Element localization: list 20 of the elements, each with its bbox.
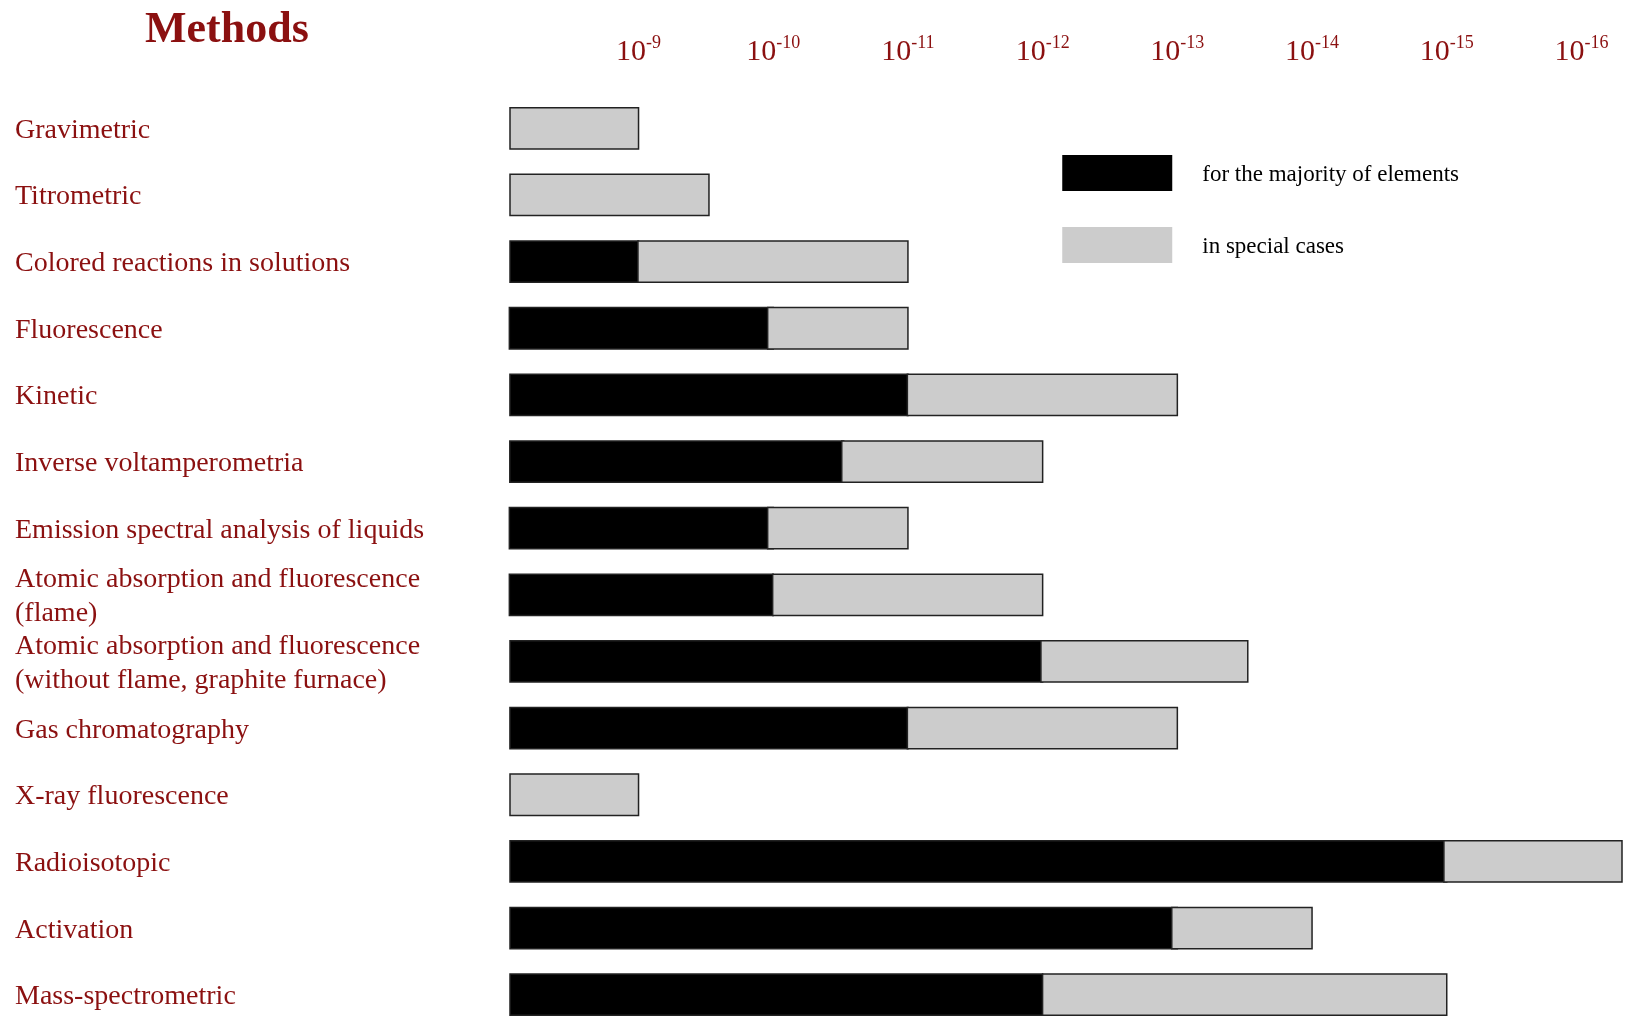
y-tick-label: Gravimetric xyxy=(15,112,151,144)
bar xyxy=(509,106,640,150)
y-tick-label: X-ray fluorescence xyxy=(15,779,229,811)
y-tick-label: Mass-spectrometric xyxy=(15,979,236,1011)
y-tick-label: Titrometric xyxy=(15,179,142,211)
chart-title: Methods xyxy=(145,2,309,52)
y-tick-label: Atomic absorption and fluorescence (flame) xyxy=(15,562,428,628)
bar xyxy=(509,773,640,817)
bar xyxy=(509,173,710,217)
y-tick-label: Atomic absorption and fluorescence (without flame, graphite furnace) xyxy=(15,628,428,694)
y-tick-label: Activation xyxy=(15,912,134,944)
y-tick-label: Kinetic xyxy=(15,379,98,411)
y-tick-label: Emission spectral analysis of liquids xyxy=(15,512,425,544)
y-tick-label: Colored reactions in solutions xyxy=(15,246,351,278)
y-tick-label: Fluorescence xyxy=(15,312,163,344)
y-tick-label: Radioisotopic xyxy=(15,845,171,877)
y-tick-label: Gas chromatography xyxy=(15,712,250,744)
legend-label: in special cases xyxy=(1202,232,1345,258)
y-tick-label: Inverse voltamperometria xyxy=(15,446,305,478)
legend-label: for the majority of elements xyxy=(1202,160,1460,186)
